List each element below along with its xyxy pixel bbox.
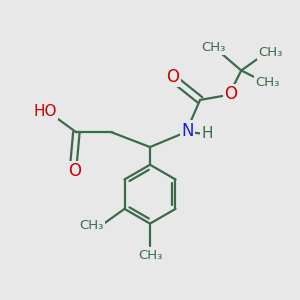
Text: CH₃: CH₃ (258, 46, 282, 59)
Text: H: H (202, 126, 213, 141)
Text: CH₃: CH₃ (79, 219, 104, 232)
Text: CH₃: CH₃ (255, 76, 279, 89)
Text: O: O (68, 162, 81, 180)
Text: O: O (224, 85, 237, 103)
Text: CH₃: CH₃ (201, 41, 226, 54)
Text: N: N (182, 122, 194, 140)
Text: O: O (166, 68, 179, 86)
Text: CH₃: CH₃ (138, 249, 162, 262)
Text: HO: HO (34, 104, 57, 119)
